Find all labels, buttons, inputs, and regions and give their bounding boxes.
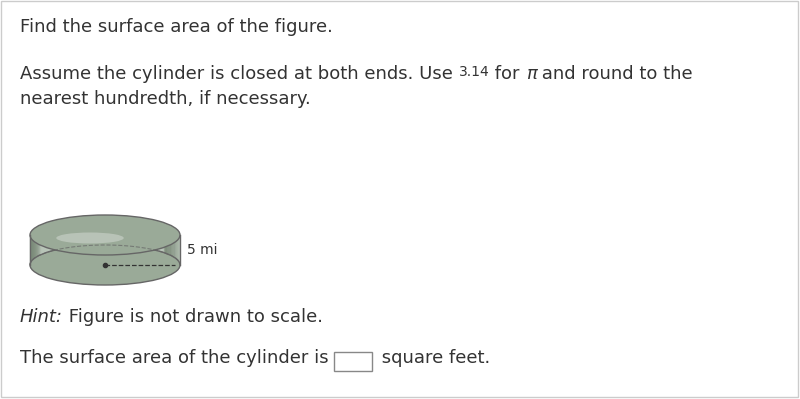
Text: Find the surface area of the figure.: Find the surface area of the figure.	[20, 18, 333, 36]
Text: 3.14: 3.14	[458, 65, 490, 79]
Text: The surface area of the cylinder is: The surface area of the cylinder is	[20, 349, 334, 367]
Ellipse shape	[30, 245, 180, 285]
Polygon shape	[85, 237, 130, 263]
Text: π: π	[526, 65, 537, 83]
Text: 3 mi: 3 mi	[95, 248, 126, 262]
Text: and round to the: and round to the	[537, 65, 693, 83]
Polygon shape	[30, 235, 180, 265]
FancyBboxPatch shape	[334, 352, 372, 371]
Text: square feet.: square feet.	[376, 349, 490, 367]
Text: Figure is not drawn to scale.: Figure is not drawn to scale.	[63, 308, 323, 326]
Ellipse shape	[56, 233, 124, 243]
Text: for: for	[490, 65, 526, 83]
Text: nearest hundredth, if necessary.: nearest hundredth, if necessary.	[20, 90, 310, 108]
Ellipse shape	[30, 215, 180, 255]
Text: Assume the cylinder is closed at both ends. Use: Assume the cylinder is closed at both en…	[20, 65, 458, 83]
Text: 5 mi: 5 mi	[187, 243, 218, 257]
Text: Hint:: Hint:	[20, 308, 63, 326]
